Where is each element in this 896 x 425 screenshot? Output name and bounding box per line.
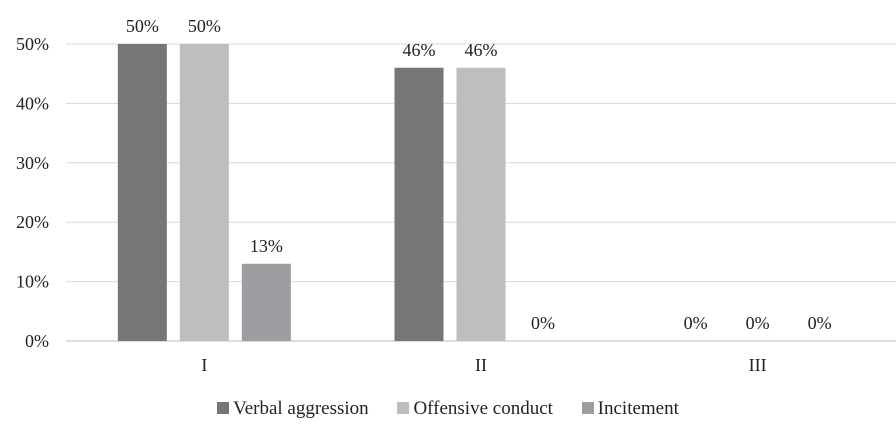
bar: [394, 67, 444, 341]
y-tick-label: 20%: [16, 212, 49, 232]
y-tick-label: 0%: [25, 331, 49, 351]
data-label: 0%: [808, 313, 832, 333]
bar: [456, 67, 506, 341]
y-tick-label: 50%: [16, 34, 49, 54]
data-label: 46%: [403, 40, 436, 60]
y-tick-label: 30%: [16, 153, 49, 173]
legend-label: Verbal aggression: [233, 398, 369, 419]
x-tick-label: I: [201, 355, 207, 375]
y-tick-label: 40%: [16, 93, 49, 113]
legend-swatch: [397, 402, 410, 414]
data-label: 0%: [684, 313, 708, 333]
x-tick-label: II: [475, 355, 487, 375]
bar: [179, 44, 229, 341]
data-label: 13%: [250, 236, 283, 256]
data-label: 0%: [746, 313, 770, 333]
data-label: 50%: [126, 16, 159, 36]
data-labels: 50% 50% 13% 46% 46% 0% 0% 0% 0%: [126, 16, 832, 333]
data-label: 46%: [465, 40, 498, 60]
legend-swatch: [217, 402, 230, 414]
y-tick-label: 10%: [16, 272, 49, 292]
legend-item-offensive-conduct: Offensive conduct: [397, 398, 553, 420]
legend: Verbal aggression Offensive conduct Inci…: [0, 398, 896, 420]
data-label: 0%: [531, 313, 555, 333]
legend-item-incitement: Incitement: [581, 398, 679, 420]
x-tick-label: III: [749, 355, 767, 375]
y-axis-ticks: 0% 10% 20% 30% 40% 50%: [16, 34, 49, 351]
legend-label: Incitement: [597, 398, 679, 419]
bars: [117, 44, 506, 341]
bar: [241, 263, 291, 341]
data-label: 50%: [188, 16, 221, 36]
bar: [117, 44, 167, 341]
legend-swatch: [581, 402, 594, 414]
x-axis-ticks: I II III: [201, 355, 766, 375]
legend-label: Offensive conduct: [413, 398, 553, 419]
legend-item-verbal-aggression: Verbal aggression: [217, 398, 369, 420]
